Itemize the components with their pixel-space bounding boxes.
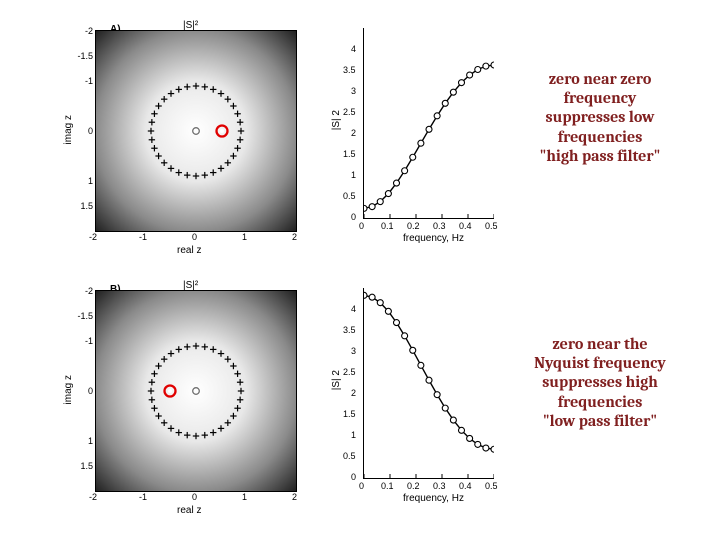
annotation-top: zero near zero frequency suppresses low … — [510, 70, 690, 166]
annotation-line: "high pass filter" — [510, 147, 690, 166]
zplot-b-xtick: 1 — [242, 492, 247, 502]
zplot-a-ytick: -1.5 — [71, 51, 93, 61]
freq-a-xtick: 0.1 — [381, 221, 394, 231]
zplot-b-ytick: 0 — [83, 386, 93, 396]
zplot-a-ytick: 1.5 — [75, 201, 93, 211]
freq-a-ytick: 0.5 — [343, 191, 356, 201]
zplot-a-xtick: -1 — [139, 232, 147, 242]
freq-b-xlabel: frequency, Hz — [403, 493, 464, 504]
freq-a-ytick: 3 — [351, 86, 356, 96]
freq-a-ytick: 1 — [351, 170, 356, 180]
zplot-b-xtick: -1 — [139, 492, 147, 502]
zplot-a-ytick: -1 — [79, 76, 93, 86]
zplot-b-ylabel: imag z — [63, 375, 74, 404]
annotation-line: frequencies — [510, 393, 690, 412]
freq-a-ylabel: |S| 2 — [331, 110, 342, 130]
zplot-a-xtick: 0 — [192, 232, 197, 242]
zplot-a-xtick: -2 — [89, 232, 97, 242]
freq-b-svg — [364, 288, 494, 478]
zplot-b-xlabel: real z — [177, 505, 201, 516]
zplot-a-ylabel: imag z — [63, 115, 74, 144]
freq-a-xtick: 0 — [359, 221, 364, 231]
freq-b-ylabel: |S| 2 — [331, 370, 342, 390]
annotation-line: zero near the — [510, 335, 690, 354]
freq-a-ytick: 4 — [351, 44, 356, 54]
freq-b-ytick: 3.5 — [343, 325, 356, 335]
freq-b-xtick: 0.5 — [485, 481, 498, 491]
freq-a-axes — [363, 28, 494, 219]
zplot-a-xtick: 2 — [292, 232, 297, 242]
freq-a-ytick: 3.5 — [343, 65, 356, 75]
freq-b-ytick: 0.5 — [343, 451, 356, 461]
freq-a-ytick: 1.5 — [343, 149, 356, 159]
panel-b-freq: 0 0.5 1 1.5 2 2.5 3 3.5 4 0 0.1 0.2 0.3 … — [335, 282, 505, 507]
zplot-b-ytick: 1.5 — [75, 461, 93, 471]
freq-b-xtick: 0.4 — [459, 481, 472, 491]
zplot-b-svg — [96, 291, 296, 491]
zplot-a-svg — [96, 31, 296, 231]
annotation-line: suppresses high — [510, 373, 690, 392]
freq-b-ytick: 0 — [351, 472, 356, 482]
freq-b-xtick: 0.2 — [407, 481, 420, 491]
panel-b-zplane: B) |S|² -2 -1 0 1 2 -2 -1.5 -1 — [65, 280, 315, 520]
zplot-b-axes — [95, 290, 297, 492]
zplot-a-ytick: 0 — [83, 126, 93, 136]
annotation-line: frequencies — [510, 128, 690, 147]
zplot-a-ytick: 1 — [83, 176, 93, 186]
zplot-a-xtick: 1 — [242, 232, 247, 242]
zplot-b-xtick: -2 — [89, 492, 97, 502]
panel-a-freq: 0 0.5 1 1.5 2 2.5 3 3.5 4 0 0.1 0.2 0.3 … — [335, 22, 505, 247]
annotation-line: zero near zero — [510, 70, 690, 89]
freq-a-ytick: 2.5 — [343, 107, 356, 117]
freq-a-xlabel: frequency, Hz — [403, 233, 464, 244]
annotation-bottom: zero near the Nyquist frequency suppress… — [510, 335, 690, 431]
annotation-line: "low pass filter" — [510, 412, 690, 431]
zplot-a-xlabel: real z — [177, 245, 201, 256]
zplot-b-ytick: -1.5 — [71, 311, 93, 321]
zplot-b-xtick: 0 — [192, 492, 197, 502]
annotation-line: Nyquist frequency — [510, 354, 690, 373]
freq-a-ytick: 0 — [351, 212, 356, 222]
freq-a-xtick: 0.3 — [433, 221, 446, 231]
freq-b-ytick: 1 — [351, 430, 356, 440]
freq-a-xtick: 0.2 — [407, 221, 420, 231]
zplot-b-ytick: -1 — [79, 336, 93, 346]
freq-a-xtick: 0.5 — [485, 221, 498, 231]
zplot-a-ytick: -2 — [79, 26, 93, 36]
zplot-b-xtick: 2 — [292, 492, 297, 502]
zplot-b-ytick: -2 — [79, 286, 93, 296]
freq-b-ytick: 1.5 — [343, 409, 356, 419]
freq-b-ytick: 3 — [351, 346, 356, 356]
zplot-b-ytick: 1 — [83, 436, 93, 446]
freq-a-svg — [364, 28, 494, 218]
freq-b-xtick: 0.3 — [433, 481, 446, 491]
freq-b-xtick: 0.1 — [381, 481, 394, 491]
freq-a-ytick: 2 — [351, 128, 356, 138]
freq-a-xtick: 0.4 — [459, 221, 472, 231]
freq-b-ytick: 2.5 — [343, 367, 356, 377]
freq-b-axes — [363, 288, 494, 479]
panel-a-zplane: A) |S|² -2 -1 0 1 — [65, 20, 315, 260]
freq-b-ytick: 2 — [351, 388, 356, 398]
freq-b-ytick: 4 — [351, 304, 356, 314]
zplot-a-axes — [95, 30, 297, 232]
annotation-line: frequency — [510, 89, 690, 108]
freq-b-xtick: 0 — [359, 481, 364, 491]
annotation-line: suppresses low — [510, 108, 690, 127]
